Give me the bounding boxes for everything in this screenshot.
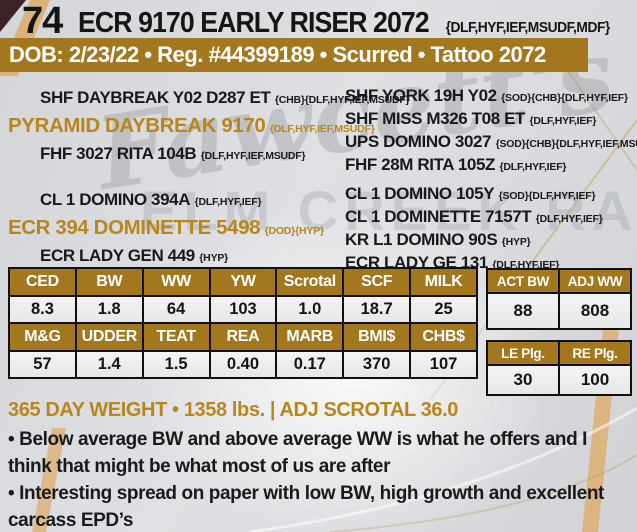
lot-number: 74 — [22, 0, 63, 42]
side-table-header-cell: ADJ WW — [558, 268, 632, 294]
side-table-value-cell: 100 — [558, 364, 632, 396]
notes-section: • Below average BW and above average WW … — [8, 427, 632, 532]
epd-header-cell: MARB — [275, 322, 345, 352]
epd-value-cell: 107 — [409, 350, 478, 379]
gold-stripe-bottom-left — [32, 428, 66, 532]
pedigree-entry: CL 1 DOMINETTE 7157T {DLF,HYF,IEF} — [345, 207, 603, 226]
side-table-value-row: 88 808 — [486, 292, 632, 330]
pedigree-entry: SHF MISS M326 T08 ET {DLF,HYF,IEF} — [345, 109, 597, 128]
epd-header-cell: WW — [141, 267, 211, 297]
pedigree-entry: CL 1 DOMINO 105Y {SOD}{DLF,HYF,IEF} — [345, 184, 596, 203]
pedigree-entry: ECR LADY GEN 449 {HYP} — [40, 246, 229, 265]
actual-weights-table: ACT BW ADJ WW 88 808 — [486, 268, 632, 330]
pedigree-entry: SHF DAYBREAK Y02 D287 ET {CHB}{DLF,HYF,I… — [40, 88, 410, 107]
epd-header-cell: CED — [8, 267, 77, 297]
epd-value-cell: 0.17 — [275, 350, 345, 379]
pedigree-gap — [8, 170, 340, 190]
epd-value-cell: 18.7 — [342, 295, 412, 324]
epd-header-cell: SCF — [342, 267, 412, 297]
side-table-header-cell: ACT BW — [486, 268, 560, 294]
pedigree-entry: FHF 3027 RITA 104B {DLF,HYF,IEF,MSUDF} — [40, 144, 306, 163]
epd-value-cell: 1.0 — [275, 295, 345, 324]
corner-triangle — [0, 0, 26, 32]
pedigree-entry: CL 1 DOMINO 394A {DLF,HYF,IEF} — [40, 190, 262, 209]
pedigree-left-column: SHF DAYBREAK Y02 D287 ET {CHB}{DLF,HYF,I… — [8, 88, 410, 272]
thin-gold-line-2 — [559, 59, 637, 171]
side-table-value-row: 30 100 — [486, 364, 632, 396]
note-item: • Below average BW and above average WW … — [8, 429, 588, 477]
epd-header-cell: M&G — [8, 322, 77, 352]
pedigree-entry-dam: ECR 394 DOMINETTE 5498 {DOD}{HYP} — [8, 216, 324, 239]
page-title: ECR 9170 EARLY RISER 2072 {DLF,HYF,IEF,M… — [78, 7, 637, 40]
epd-value-cell: 103 — [208, 295, 278, 324]
pedigree-entry: UPS DOMINO 3027 {SOD}{CHB}{DLF,HYF,IEF,M… — [345, 132, 637, 151]
side-table-value-cell: 30 — [486, 364, 560, 396]
eye-pigment-table: LE Plg. RE Plg. 30 100 — [486, 340, 632, 396]
epd-table: CED BW WW YW Scrotal SCF MILK 8.3 1.8 64… — [8, 267, 478, 379]
epd-header-cell: MILK — [409, 267, 478, 297]
dob-registration-bar: DOB: 2/23/22 • Reg. #44399189 • Scurred … — [0, 38, 588, 72]
pedigree-entry: SHF YORK 19H Y02 {SOD}{CHB}{DLF,HYF,IEF} — [345, 86, 628, 105]
pedigree-right-column: SHF YORK 19H Y02 {SOD}{CHB}{DLF,HYF,IEF}… — [345, 86, 637, 276]
epd-header-cell: REA — [208, 322, 278, 352]
epd-value-cell: 1.5 — [141, 350, 211, 379]
epd-value-cell: 1.4 — [74, 350, 144, 379]
epd-header-cell: CHB$ — [409, 322, 478, 352]
epd-value-cell: 25 — [409, 295, 478, 324]
side-table-value-cell: 88 — [486, 292, 560, 330]
epd-header-row: CED BW WW YW Scrotal SCF MILK — [8, 267, 478, 297]
epd-header-cell: Scrotal — [275, 267, 345, 297]
epd-value-cell: 370 — [342, 350, 412, 379]
epd-value-cell: 0.40 — [208, 350, 278, 379]
epd-header-cell: YW — [208, 267, 278, 297]
note-item: • Interesting spread on paper with low B… — [8, 483, 604, 531]
epd-header-row: M&G UDDER TEAT REA MARB BMI$ CHB$ — [8, 322, 478, 352]
animal-name-suffix-tags: {DLF,HYF,IEF,MSUDF,MDF} — [445, 19, 610, 36]
side-table-header-row: ACT BW ADJ WW — [486, 268, 632, 294]
epd-value-cell: 57 — [8, 350, 77, 379]
epd-header-cell: UDDER — [74, 322, 144, 352]
side-table-header-cell: RE Plg. — [558, 340, 632, 366]
side-table-header-cell: LE Plg. — [486, 340, 560, 366]
epd-header-cell: TEAT — [141, 322, 211, 352]
epd-value-cell: 1.8 — [74, 295, 144, 324]
epd-value-row: 57 1.4 1.5 0.40 0.17 370 107 — [8, 350, 478, 379]
side-table-value-cell: 808 — [558, 292, 632, 330]
animal-name: ECR 9170 EARLY RISER 2072 — [78, 7, 430, 39]
pedigree-entry: KR L1 DOMINO 90S {HYP} — [345, 230, 531, 249]
side-table-header-row: LE Plg. RE Plg. — [486, 340, 632, 366]
pedigree-entry-sire: PYRAMID DAYBREAK 9170 {DLF,HYF,IEF,MSUDF… — [8, 114, 375, 137]
epd-header-cell: BW — [74, 267, 144, 297]
pedigree-entry: FHF 28M RITA 105Z {DLF,HYF,IEF} — [345, 155, 567, 174]
epd-value-cell: 8.3 — [8, 295, 77, 324]
weights-line: 365 DAY WEIGHT • 1358 lbs. | ADJ SCROTAL… — [8, 399, 458, 421]
epd-value-cell: 64 — [141, 295, 211, 324]
epd-header-cell: BMI$ — [342, 322, 412, 352]
epd-value-row: 8.3 1.8 64 103 1.0 18.7 25 — [8, 295, 478, 324]
